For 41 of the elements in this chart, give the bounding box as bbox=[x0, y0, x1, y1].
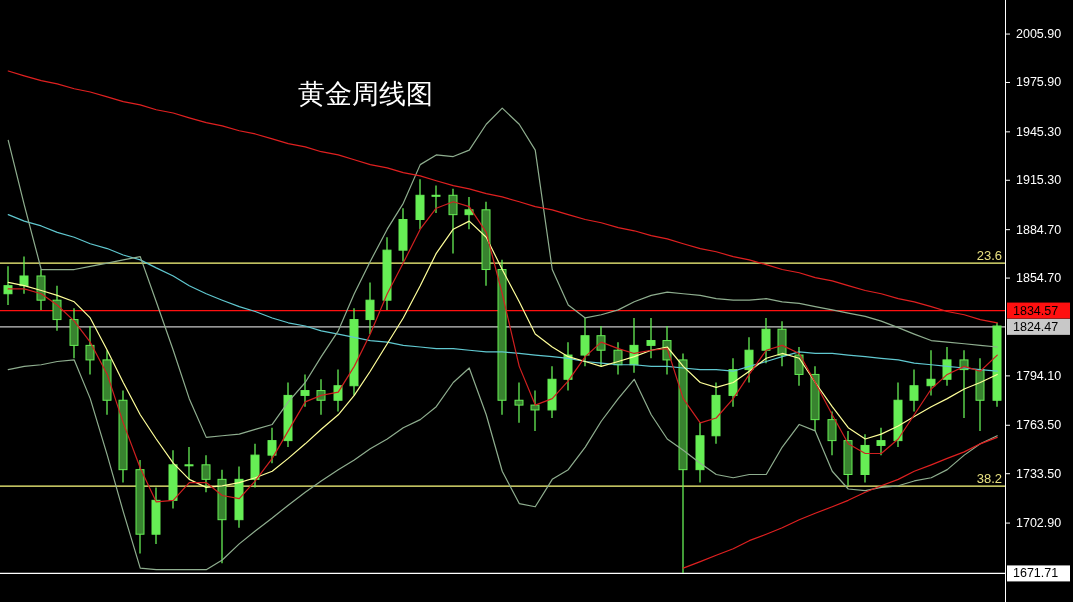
y-tick-label: 1794.10 bbox=[1016, 368, 1062, 383]
candlestick bbox=[514, 381, 524, 424]
candlestick bbox=[85, 325, 95, 376]
y-tick-label: 2005.90 bbox=[1016, 27, 1062, 42]
candlestick bbox=[52, 285, 62, 332]
candlestick bbox=[201, 454, 211, 493]
y-tick-label: 1884.70 bbox=[1016, 222, 1062, 237]
candlestick bbox=[316, 378, 326, 416]
y-tick-label: 1915.30 bbox=[1016, 173, 1062, 188]
candlestick bbox=[926, 349, 936, 397]
y-tick-label: 1945.30 bbox=[1016, 124, 1062, 139]
candlestick bbox=[365, 281, 375, 335]
y-tick-label: 1763.50 bbox=[1016, 418, 1062, 433]
y-tick-label: 1975.90 bbox=[1016, 75, 1062, 90]
candlestick bbox=[3, 265, 13, 306]
candlestick bbox=[876, 427, 886, 456]
y-tick-label: 1702.90 bbox=[1016, 516, 1062, 531]
candlestick bbox=[794, 346, 804, 387]
candlestick bbox=[580, 317, 590, 368]
candlestick bbox=[909, 368, 919, 413]
ref-line-label: 1834.57 bbox=[1013, 303, 1059, 318]
text: 黄金周线图 bbox=[297, 79, 433, 109]
annotation: 23.6 bbox=[976, 248, 1002, 264]
candlestick bbox=[744, 336, 754, 384]
candlestick bbox=[646, 317, 656, 359]
candlestick bbox=[530, 389, 540, 432]
candlestick bbox=[464, 196, 474, 230]
candlestick bbox=[184, 446, 194, 480]
candlestick bbox=[596, 325, 606, 368]
ref-line-label: 1824.47 bbox=[1013, 319, 1059, 334]
ref-line-label: 1671.71 bbox=[1013, 566, 1059, 581]
y-tick-label: 1854.70 bbox=[1016, 271, 1062, 286]
annotation: 38.2 bbox=[976, 471, 1002, 487]
candlestick bbox=[300, 373, 310, 408]
candlestick bbox=[761, 317, 771, 364]
y-tick-label: 1733.50 bbox=[1016, 466, 1062, 481]
candlestick bbox=[267, 427, 277, 464]
candlestick bbox=[448, 188, 458, 255]
candlestick bbox=[827, 410, 837, 456]
candlestick bbox=[431, 184, 441, 214]
candlestick bbox=[19, 255, 29, 295]
